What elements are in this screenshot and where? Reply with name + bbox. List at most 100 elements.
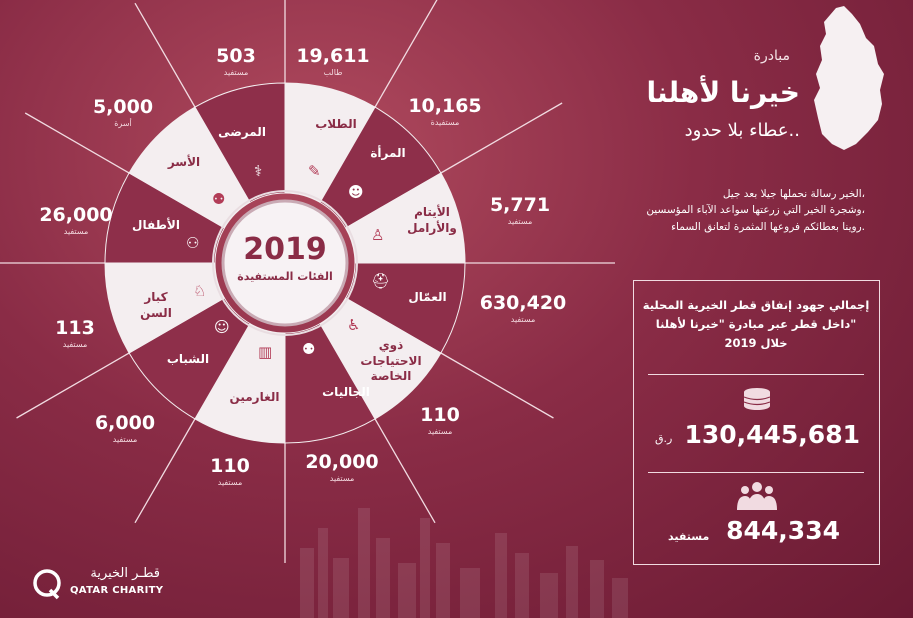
value-patients-number: 503	[216, 45, 256, 67]
value-orphans-number: 5,771	[489, 194, 551, 216]
wheel-segment	[194, 82, 286, 204]
student-icon: ✎	[308, 162, 321, 180]
woman-icon: ☻	[348, 183, 364, 201]
skyline-decoration	[436, 543, 450, 618]
qatar-map-icon	[814, 6, 884, 150]
skyline-decoration	[333, 558, 349, 618]
segment-elderly: كبار السن	[128, 290, 184, 321]
skyline-decoration	[612, 578, 628, 618]
value-debtors: 110 مستفيد	[190, 455, 270, 487]
family-icon: ⚉	[212, 190, 226, 208]
debtor-icon: ▥	[258, 343, 273, 361]
logo-english: QATAR CHARITY	[70, 585, 164, 596]
value-workers-unit: مستفيد	[510, 314, 536, 324]
value-women: 10,165 مستفيدة	[395, 95, 495, 127]
segment-communities: الجاليات	[322, 385, 370, 399]
value-elderly-number: 113	[55, 317, 95, 339]
value-debtors-unit: مستفيد	[217, 477, 243, 487]
summary-title: إجمالي جهود إنفاق قطر الخيرية المحلية دا…	[640, 296, 872, 353]
patient-icon: ⚕	[254, 162, 263, 180]
segment-debtors: الغارمين	[229, 390, 280, 404]
segment-youth: الشباب	[166, 352, 210, 366]
radial-line	[374, 0, 438, 108]
currency-label: ر.ق	[655, 432, 673, 445]
segment-children: الأطفال	[132, 218, 180, 232]
summary-divider-1	[648, 374, 864, 375]
value-children-unit: مستفيد	[63, 226, 89, 236]
skyline-decoration	[358, 508, 370, 618]
radial-line	[134, 418, 196, 524]
initiative-name: خيرنا لأهلنا	[646, 76, 800, 109]
value-students: 19,611 طالب	[283, 45, 383, 77]
center-year: 2019	[243, 232, 327, 267]
logo-arabic: قطـر الخيرية	[90, 566, 160, 581]
radial-line	[440, 352, 554, 419]
initiative-label: مبادرة	[753, 48, 790, 64]
radial-line	[16, 352, 130, 419]
skyline-decoration	[460, 568, 480, 618]
beneficiaries-label: مستفيد	[668, 530, 710, 543]
value-families-number: 5,000	[92, 96, 154, 118]
value-families-unit: أسرة	[114, 118, 132, 128]
summary-title-line-2: داخل قطر عبر مبادرة "خيرنا لأهلنا"	[655, 316, 857, 331]
inner-ring	[212, 190, 358, 336]
wheelchair-icon: ♿	[347, 316, 361, 334]
orphan-widow-icon: ♙	[371, 226, 385, 244]
radial-line	[374, 418, 436, 524]
segment-special-needs-label: ذوي الاحتياجات الخاصة	[360, 338, 422, 384]
skyline-decoration	[515, 553, 529, 618]
value-special-needs: 110 مستفيد	[395, 404, 485, 436]
summary-box	[633, 280, 880, 565]
value-special-needs-number: 110	[420, 404, 460, 426]
qatar-charity-logo	[33, 569, 61, 600]
total-amount: 130,445,681	[684, 420, 860, 449]
skyline-decoration	[566, 546, 578, 618]
beneficiaries-total: 844,334	[726, 516, 840, 545]
worker-icon: ⛑	[371, 272, 391, 290]
center-disc	[221, 199, 349, 327]
intro-text: الخير رسالة نحملها جيلا بعد جيل، وشجرة ا…	[560, 186, 865, 235]
value-special-needs-unit: مستفيد	[427, 426, 453, 436]
skyline-decoration	[540, 573, 558, 618]
value-women-number: 10,165	[408, 95, 482, 117]
skyline-decoration	[300, 548, 314, 618]
people-group-icon	[737, 482, 777, 510]
segment-patients: المرضى	[218, 125, 266, 139]
value-debtors-number: 110	[210, 455, 250, 477]
skyline-decoration	[318, 528, 328, 618]
value-families: 5,000 أسرة	[78, 96, 168, 128]
segment-special-needs: ذوي الاحتياجات الخاصة	[352, 338, 430, 385]
tagline: عطاء بلا حدود..	[684, 120, 800, 141]
value-youth-unit: مستفيد	[112, 434, 138, 444]
value-students-unit: طالب	[323, 67, 343, 77]
community-icon: ⚉	[302, 340, 316, 358]
value-elderly: 113 مستفيد	[40, 317, 110, 349]
value-workers-number: 630,420	[479, 292, 567, 314]
value-children-number: 26,000	[39, 204, 113, 226]
skyline-decoration	[420, 518, 430, 618]
value-workers: 630,420 مستفيد	[468, 292, 578, 324]
value-students-number: 19,611	[296, 45, 370, 67]
radial-line	[24, 112, 130, 174]
segment-students: الطلاب	[315, 117, 357, 131]
skyline-decoration	[398, 563, 416, 618]
segment-elderly-label: كبار السن	[140, 290, 172, 320]
summary-title-line-3: خلال 2019	[724, 335, 788, 350]
center-label: الفئات المستفيدة	[237, 270, 333, 283]
value-orphans: 5,771 مستفيد	[470, 194, 570, 226]
skyline-decoration	[376, 538, 390, 618]
summary-divider-2	[648, 472, 864, 473]
radial-line	[134, 2, 196, 108]
skyline-decoration	[495, 533, 507, 618]
children-icon: ⚇	[186, 234, 200, 252]
segment-women: المرأة	[370, 146, 406, 160]
intro-line-3: روينا بعطائكم فروعها المثمرة لتعانق السم…	[671, 220, 865, 233]
segment-orphans-widows: الأيتام والأرامل	[397, 205, 467, 236]
summary-title-line-1: إجمالي جهود إنفاق قطر الخيرية المحلية	[642, 298, 870, 312]
value-elderly-unit: مستفيد	[62, 339, 88, 349]
value-communities: 20,000 مستفيد	[292, 451, 392, 483]
value-patients: 503 مستفيد	[196, 45, 276, 77]
value-children: 26,000 مستفيد	[26, 204, 126, 236]
elderly-icon: ♘	[193, 282, 207, 300]
